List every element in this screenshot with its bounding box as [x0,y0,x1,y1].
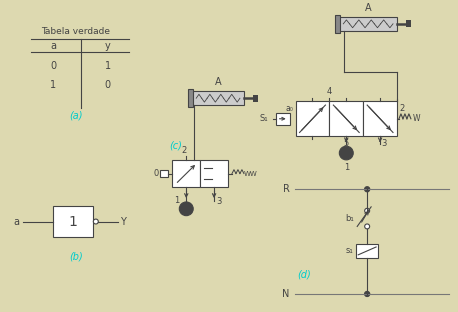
Text: 0: 0 [153,169,158,178]
Circle shape [365,208,370,213]
Text: 3: 3 [216,197,222,207]
Text: 5: 5 [344,139,349,148]
Text: s₁: s₁ [345,246,353,256]
Text: (d): (d) [298,269,311,279]
Text: b₁: b₁ [345,214,354,223]
Text: 0: 0 [105,80,111,90]
Bar [200,160,228,187]
Text: a: a [50,41,56,51]
Bar [53,206,93,237]
Bar [356,244,378,258]
Text: 2: 2 [182,146,187,155]
Circle shape [339,146,353,160]
Circle shape [365,291,370,296]
Bar [172,160,200,187]
Text: 0: 0 [50,61,56,71]
Bar [253,95,258,102]
Text: (a): (a) [69,111,83,121]
Bar [406,20,411,27]
Bar [276,113,289,124]
Text: WW: WW [244,171,258,177]
Text: 1: 1 [174,197,179,206]
Bar [188,90,193,107]
Text: a₀: a₀ [286,104,294,113]
Text: 2: 2 [399,104,404,113]
Text: (c): (c) [169,140,182,150]
Text: 4: 4 [327,87,332,96]
Text: 1: 1 [344,163,349,172]
Text: A: A [215,77,221,87]
Bar [335,15,340,33]
Bar [329,101,363,136]
Text: R: R [283,184,289,194]
Circle shape [365,224,370,229]
Text: S₁: S₁ [259,114,268,123]
Text: 1: 1 [105,61,111,71]
Text: y: y [105,41,111,51]
Text: 3: 3 [381,139,387,148]
Bar [339,17,397,31]
Circle shape [179,202,193,216]
Bar [363,101,397,136]
Text: N: N [282,289,289,299]
Text: Y: Y [120,217,125,227]
Bar [295,101,329,136]
Text: Tabela verdade: Tabela verdade [41,27,110,36]
Text: 1: 1 [69,215,77,229]
Text: (b): (b) [69,252,83,262]
Text: W: W [413,114,420,123]
Text: 1: 1 [50,80,56,90]
Bar [160,170,169,178]
Bar [192,91,244,105]
Circle shape [93,219,98,224]
Circle shape [365,187,370,192]
Text: a: a [13,217,19,227]
Text: A: A [365,3,371,13]
